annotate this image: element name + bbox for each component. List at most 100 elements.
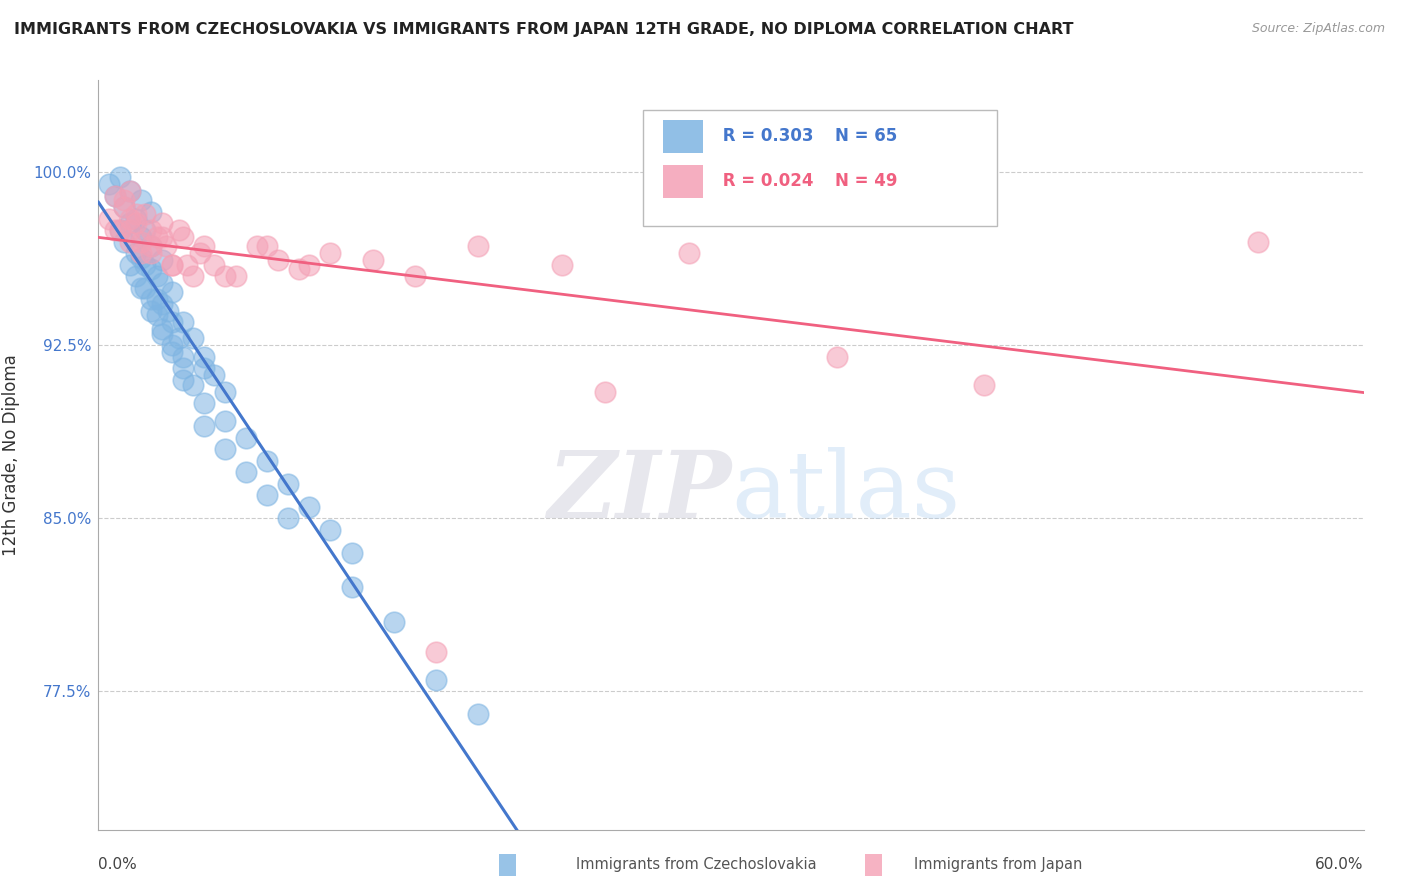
- Point: [120, 184, 141, 198]
- Point: [167, 223, 190, 237]
- Point: [382, 615, 405, 629]
- Point: [125, 207, 148, 221]
- Point: [172, 230, 194, 244]
- Point: [134, 258, 156, 272]
- Point: [141, 223, 163, 237]
- Point: [162, 285, 183, 300]
- Point: [146, 230, 169, 244]
- Point: [129, 281, 152, 295]
- Point: [112, 200, 135, 214]
- Point: [193, 419, 215, 434]
- Point: [112, 235, 135, 249]
- Point: [1247, 235, 1270, 249]
- Point: [193, 396, 215, 410]
- Point: [235, 431, 257, 445]
- Point: [120, 258, 141, 272]
- Point: [214, 384, 236, 399]
- Point: [193, 350, 215, 364]
- Point: [112, 200, 135, 214]
- Point: [425, 673, 447, 687]
- Point: [146, 293, 169, 307]
- Point: [155, 239, 177, 253]
- Point: [150, 230, 173, 244]
- Point: [120, 223, 141, 237]
- Point: [825, 350, 848, 364]
- Point: [277, 511, 299, 525]
- Point: [246, 239, 269, 253]
- Text: Immigrants from Czechoslovakia: Immigrants from Czechoslovakia: [576, 857, 817, 872]
- Text: ZIP: ZIP: [547, 448, 731, 537]
- Point: [104, 188, 127, 202]
- Point: [298, 258, 321, 272]
- Point: [141, 246, 163, 260]
- Point: [134, 281, 156, 295]
- Text: 0.0%: 0.0%: [98, 857, 138, 872]
- Point: [287, 262, 309, 277]
- Point: [129, 235, 152, 249]
- Point: [150, 322, 173, 336]
- Text: Immigrants from Japan: Immigrants from Japan: [914, 857, 1083, 872]
- Point: [404, 269, 426, 284]
- Point: [973, 377, 995, 392]
- Text: N = 49: N = 49: [835, 172, 897, 190]
- Point: [150, 216, 173, 230]
- Point: [183, 331, 205, 345]
- Point: [157, 303, 180, 318]
- Point: [193, 361, 215, 376]
- Point: [108, 170, 131, 185]
- Point: [256, 239, 278, 253]
- FancyBboxPatch shape: [662, 120, 703, 153]
- Point: [167, 331, 190, 345]
- Point: [120, 235, 141, 249]
- Point: [108, 223, 131, 237]
- Point: [467, 239, 489, 253]
- FancyBboxPatch shape: [643, 111, 997, 227]
- Point: [319, 523, 342, 537]
- Point: [551, 258, 574, 272]
- Point: [162, 345, 183, 359]
- Point: [172, 315, 194, 329]
- Point: [172, 350, 194, 364]
- Point: [162, 258, 183, 272]
- Point: [183, 269, 205, 284]
- Point: [141, 262, 163, 277]
- FancyBboxPatch shape: [662, 165, 703, 198]
- Point: [340, 546, 363, 560]
- Point: [204, 368, 226, 383]
- Point: [120, 216, 141, 230]
- Point: [146, 309, 169, 323]
- Point: [256, 453, 278, 467]
- Text: 60.0%: 60.0%: [1316, 857, 1364, 872]
- Point: [267, 253, 290, 268]
- Point: [188, 246, 211, 260]
- Point: [172, 361, 194, 376]
- Point: [129, 251, 152, 265]
- Text: atlas: atlas: [731, 448, 960, 537]
- Point: [108, 223, 131, 237]
- Point: [235, 465, 257, 479]
- Point: [193, 239, 215, 253]
- Point: [593, 384, 616, 399]
- Point: [176, 258, 198, 272]
- Text: R = 0.024: R = 0.024: [717, 172, 814, 190]
- Point: [98, 177, 121, 191]
- Point: [204, 258, 226, 272]
- Point: [146, 269, 169, 284]
- Point: [467, 707, 489, 722]
- Point: [125, 246, 148, 260]
- Point: [162, 258, 183, 272]
- Point: [141, 239, 163, 253]
- Text: Source: ZipAtlas.com: Source: ZipAtlas.com: [1251, 22, 1385, 36]
- Point: [256, 488, 278, 502]
- Point: [125, 216, 148, 230]
- Point: [150, 276, 173, 290]
- Point: [678, 246, 700, 260]
- Point: [277, 476, 299, 491]
- Point: [162, 315, 183, 329]
- Point: [225, 269, 247, 284]
- Point: [150, 253, 173, 268]
- Text: N = 65: N = 65: [835, 128, 897, 145]
- Point: [214, 415, 236, 429]
- Point: [134, 207, 156, 221]
- Point: [319, 246, 342, 260]
